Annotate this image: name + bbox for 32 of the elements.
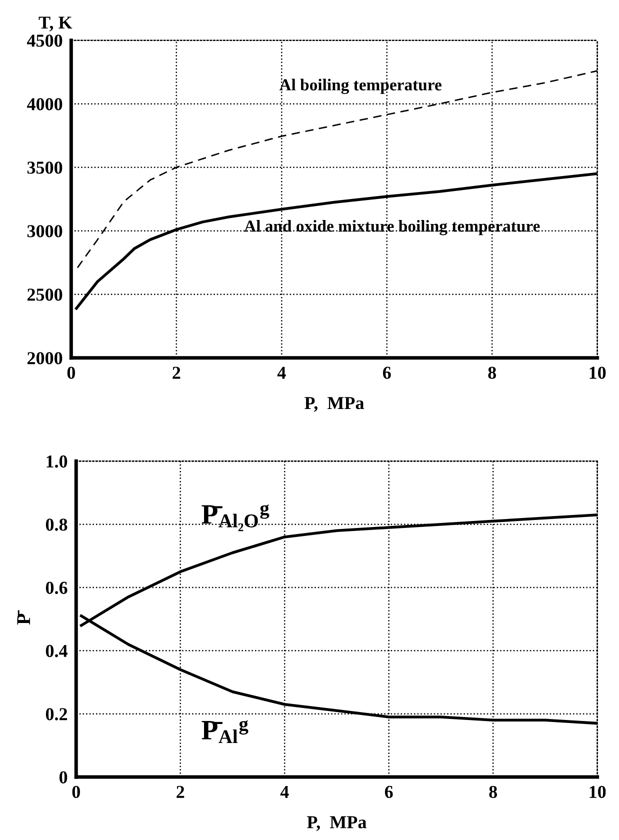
series-label: Al boiling temperature (279, 78, 442, 94)
y-tick-label: 2000 (28, 352, 62, 364)
x-tick-label: 0 (67, 366, 76, 379)
x-tick-label: 0 (72, 786, 80, 798)
x-tick-label: 8 (489, 786, 498, 798)
y-tick-label: 0 (59, 771, 68, 784)
series-label: P̄$_{Al}$$^{g}$ (202, 720, 248, 744)
y-tick-label: 0.8 (46, 518, 68, 531)
y-tick-label: 0.2 (46, 708, 68, 720)
x-axis-title: P, MPa (307, 816, 366, 831)
x-axis-title: P, MPa (304, 397, 364, 412)
y-tick-label: 0.6 (46, 582, 68, 594)
x-tick-label: 4 (277, 366, 286, 379)
y-axis-title: T, K (38, 16, 72, 32)
x-tick-label: 6 (382, 366, 391, 379)
series-label: P̄$_{Al₂O}$$^{g}$ (202, 504, 270, 532)
y-tick-label: 4500 (26, 34, 62, 47)
x-tick-label: 10 (590, 786, 606, 798)
x-tick-label: 2 (176, 786, 184, 798)
y-axis-title: P̄ (17, 610, 30, 625)
x-tick-label: 10 (590, 366, 606, 379)
y-tick-label: 3000 (27, 225, 62, 238)
y-tick-label: 3500 (27, 162, 62, 174)
series-label: Al and oxide mixture boiling temperature (244, 220, 540, 236)
x-tick-label: 8 (488, 366, 496, 379)
y-tick-label: 2500 (28, 288, 62, 301)
y-tick-label: 4000 (26, 98, 62, 110)
x-tick-label: 4 (280, 786, 289, 798)
y-tick-label: 0.4 (46, 644, 68, 658)
y-tick-label: 1.0 (46, 455, 68, 468)
x-tick-label: 2 (172, 366, 180, 379)
x-tick-label: 6 (384, 786, 393, 798)
